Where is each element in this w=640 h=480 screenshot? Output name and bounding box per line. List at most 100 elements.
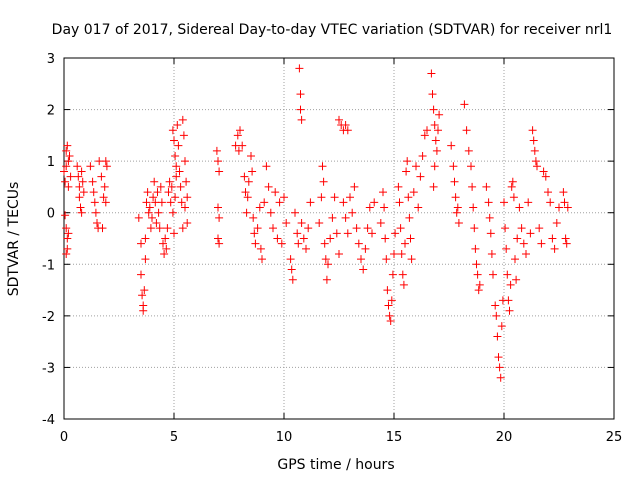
data-point <box>134 213 143 222</box>
data-point <box>548 234 557 243</box>
data-point <box>149 193 158 202</box>
data-point <box>416 172 425 181</box>
data-point <box>365 203 374 212</box>
data-point <box>561 234 570 243</box>
data-point <box>462 126 471 135</box>
data-point <box>159 239 167 248</box>
data-point <box>143 188 152 197</box>
data-point <box>182 177 191 186</box>
data-point <box>470 224 479 233</box>
data-point <box>560 198 569 207</box>
data-point <box>519 239 528 248</box>
data-point <box>330 193 339 202</box>
data-point <box>348 208 357 217</box>
data-point <box>178 115 187 124</box>
data-point <box>152 219 161 228</box>
data-point <box>214 203 222 212</box>
data-point <box>500 198 508 207</box>
data-point <box>163 224 172 233</box>
data-point <box>475 280 484 289</box>
data-point <box>418 151 427 160</box>
data-point <box>248 167 257 176</box>
data-point <box>256 244 265 253</box>
data-point <box>162 244 171 253</box>
data-point <box>537 239 546 248</box>
data-point <box>386 317 395 326</box>
data-point <box>293 229 302 238</box>
data-point <box>168 126 177 135</box>
data-point <box>101 157 110 166</box>
x-tick-label: 5 <box>170 430 178 445</box>
data-point <box>529 136 538 145</box>
data-point <box>78 177 87 186</box>
data-point <box>381 234 390 243</box>
data-point <box>150 177 159 186</box>
data-point <box>66 172 75 181</box>
data-point <box>62 162 71 171</box>
y-tick-label: -1 <box>42 258 55 273</box>
data-point <box>176 182 185 191</box>
data-point <box>214 234 222 243</box>
data-point <box>139 301 148 310</box>
data-point <box>501 224 510 233</box>
data-point <box>495 363 504 372</box>
data-point <box>137 270 145 279</box>
data-point <box>321 255 330 264</box>
data-point <box>318 162 327 171</box>
data-point <box>414 203 423 212</box>
y-tick-label: 2 <box>47 104 55 119</box>
data-point <box>90 198 99 207</box>
data-point <box>559 188 568 197</box>
chart-title: Day 017 of 2017, Sidereal Day-to-day VTE… <box>52 22 613 38</box>
data-point <box>430 121 439 130</box>
data-point <box>155 224 164 233</box>
data-point <box>65 151 74 160</box>
data-point <box>156 182 165 191</box>
data-point <box>468 182 477 191</box>
data-point <box>397 249 406 258</box>
data-point <box>407 255 416 264</box>
y-tick-label: 3 <box>47 52 55 67</box>
data-point <box>487 249 496 258</box>
data-point <box>181 157 189 166</box>
data-point <box>177 198 186 207</box>
data-point <box>266 208 275 217</box>
data-point <box>390 249 398 258</box>
data-point <box>304 224 313 233</box>
data-point <box>431 136 440 145</box>
data-point <box>173 121 182 130</box>
data-point <box>141 255 150 264</box>
data-point <box>544 188 552 197</box>
data-point <box>464 146 473 155</box>
data-point <box>430 162 439 171</box>
data-point <box>376 219 385 228</box>
data-point <box>427 69 436 78</box>
grid <box>64 58 614 419</box>
data-point <box>244 177 253 186</box>
data-point <box>482 182 491 191</box>
data-point <box>505 306 514 315</box>
data-point <box>428 90 437 99</box>
data-point <box>450 177 459 186</box>
data-point <box>391 229 400 238</box>
data-point <box>62 146 71 155</box>
y-axis-label: SDTVAR / TECUs <box>6 182 22 297</box>
data-point <box>148 213 156 222</box>
data-point <box>394 182 403 191</box>
data-point <box>363 224 372 233</box>
data-point <box>503 270 512 279</box>
data-point <box>368 229 376 238</box>
data-point <box>183 193 192 202</box>
data-point <box>412 162 420 171</box>
data-point <box>515 203 524 212</box>
data-point <box>546 198 555 207</box>
data-point <box>63 234 72 243</box>
data-point <box>563 203 572 212</box>
data-point <box>296 90 305 99</box>
data-point <box>234 146 243 155</box>
data-point <box>508 177 517 186</box>
data-point <box>140 286 149 295</box>
data-point <box>507 182 516 191</box>
data-point <box>253 224 262 233</box>
data-point <box>403 157 412 166</box>
